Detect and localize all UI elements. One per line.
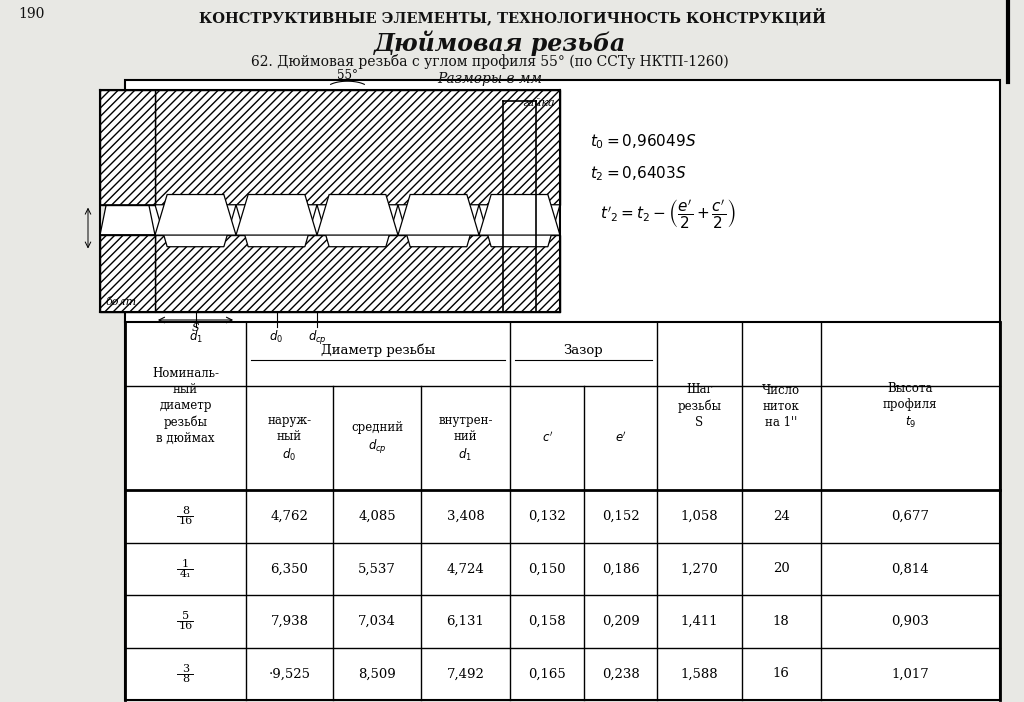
Text: 8: 8 xyxy=(182,674,189,684)
Text: Зазор: Зазор xyxy=(563,344,603,357)
Text: 8: 8 xyxy=(182,506,189,517)
Text: КОНСТРУКТИВНЫЕ ЭЛЕМЕНТЫ, ТЕХНОЛОГИЧНОСТЬ КОНСТРУКЦИЙ: КОНСТРУКТИВНЫЕ ЭЛЕМЕНТЫ, ТЕХНОЛОГИЧНОСТЬ… xyxy=(199,7,825,25)
Polygon shape xyxy=(100,90,155,205)
Text: Шаг
резьбы
S: Шаг резьбы S xyxy=(678,383,722,429)
Text: Высота
профиля
$t_9$: Высота профиля $t_9$ xyxy=(883,383,938,430)
Polygon shape xyxy=(100,194,155,235)
Text: ·9,525: ·9,525 xyxy=(268,668,310,680)
Text: 0,209: 0,209 xyxy=(602,615,640,628)
Text: $t'_2 = t_2 - \left(\dfrac{e'}{2} + \dfrac{c'}{2}\right)$: $t'_2 = t_2 - \left(\dfrac{e'}{2} + \dfr… xyxy=(600,197,735,231)
Text: 3: 3 xyxy=(182,664,189,674)
Polygon shape xyxy=(236,194,317,235)
Text: $d_1$: $d_1$ xyxy=(188,329,203,345)
Text: 3,408: 3,408 xyxy=(446,510,484,523)
Text: 4₁: 4₁ xyxy=(179,569,191,579)
Text: 0,150: 0,150 xyxy=(528,562,566,576)
Text: 16: 16 xyxy=(178,517,193,526)
Text: S: S xyxy=(191,323,200,333)
Text: 0,152: 0,152 xyxy=(602,510,640,523)
Polygon shape xyxy=(155,235,560,312)
Text: Размеры в мм: Размеры в мм xyxy=(437,72,543,86)
Text: 24: 24 xyxy=(773,510,790,523)
Text: внутрен-
ний
$d_1$: внутрен- ний $d_1$ xyxy=(438,414,493,463)
Text: 6,350: 6,350 xyxy=(270,562,308,576)
Text: $t_0 = 0{,}96049S$: $t_0 = 0{,}96049S$ xyxy=(590,133,696,152)
Text: Дюймовая резьба: Дюймовая резьба xyxy=(374,30,626,55)
Text: 1,588: 1,588 xyxy=(681,668,718,680)
Text: 0,814: 0,814 xyxy=(892,562,929,576)
Text: 18: 18 xyxy=(773,615,790,628)
Text: 1,058: 1,058 xyxy=(681,510,718,523)
Text: 8,509: 8,509 xyxy=(358,668,396,680)
Text: 7,034: 7,034 xyxy=(358,615,396,628)
Polygon shape xyxy=(317,194,398,235)
Text: гайка: гайка xyxy=(522,98,555,108)
Polygon shape xyxy=(398,205,479,246)
Polygon shape xyxy=(317,205,398,246)
Text: 0,677: 0,677 xyxy=(891,510,930,523)
Text: $d_{cp}$: $d_{cp}$ xyxy=(307,329,327,347)
Text: 16: 16 xyxy=(178,621,193,631)
Text: 0,165: 0,165 xyxy=(528,668,566,680)
Polygon shape xyxy=(155,194,236,235)
Text: 1,411: 1,411 xyxy=(681,615,718,628)
Polygon shape xyxy=(479,205,560,246)
Text: 0,903: 0,903 xyxy=(891,615,929,628)
Polygon shape xyxy=(479,194,560,235)
Text: 7,492: 7,492 xyxy=(446,668,484,680)
Text: $d_0$: $d_0$ xyxy=(269,329,284,345)
Text: 0,238: 0,238 xyxy=(602,668,640,680)
Text: 55°: 55° xyxy=(337,69,358,82)
Text: Число
ниток
на 1'': Число ниток на 1'' xyxy=(762,383,801,429)
Text: 190: 190 xyxy=(18,7,44,21)
Text: Номиналь-
ный
диаметр
резьбы
в дюймах: Номиналь- ный диаметр резьбы в дюймах xyxy=(152,367,219,445)
Text: наруж-
ный
$d_0$: наруж- ный $d_0$ xyxy=(267,414,311,463)
Polygon shape xyxy=(100,235,155,312)
Text: 4,085: 4,085 xyxy=(358,510,396,523)
Text: средний
$d_{cp}$: средний $d_{cp}$ xyxy=(351,421,403,456)
Text: 1,017: 1,017 xyxy=(892,668,929,680)
Polygon shape xyxy=(155,90,560,205)
Text: болт: болт xyxy=(105,297,136,307)
Text: 0,158: 0,158 xyxy=(528,615,566,628)
Polygon shape xyxy=(398,194,479,235)
Text: 4,724: 4,724 xyxy=(446,562,484,576)
Text: 1: 1 xyxy=(182,559,189,569)
Text: 16: 16 xyxy=(773,668,790,680)
Bar xyxy=(125,80,1000,700)
Text: $c'$: $c'$ xyxy=(542,431,553,446)
Text: 4,762: 4,762 xyxy=(270,510,308,523)
Text: 5: 5 xyxy=(182,611,189,621)
Text: $t_2 = 0{,}6403S$: $t_2 = 0{,}6403S$ xyxy=(590,165,686,183)
Text: 0,186: 0,186 xyxy=(602,562,640,576)
Text: 0,132: 0,132 xyxy=(528,510,566,523)
Text: 20: 20 xyxy=(773,562,790,576)
Text: 5,537: 5,537 xyxy=(358,562,396,576)
Text: 1,270: 1,270 xyxy=(681,562,718,576)
Polygon shape xyxy=(155,205,236,246)
Text: 6,131: 6,131 xyxy=(446,615,484,628)
Text: $e'$: $e'$ xyxy=(614,431,627,446)
Text: 62. Дюймовая резьба с углом профиля 55° (по ССТу НКТП-1260): 62. Дюймовая резьба с углом профиля 55° … xyxy=(251,54,729,69)
Polygon shape xyxy=(236,205,317,246)
Text: 7,938: 7,938 xyxy=(270,615,308,628)
Text: Диаметр резьбы: Диаметр резьбы xyxy=(321,343,435,357)
